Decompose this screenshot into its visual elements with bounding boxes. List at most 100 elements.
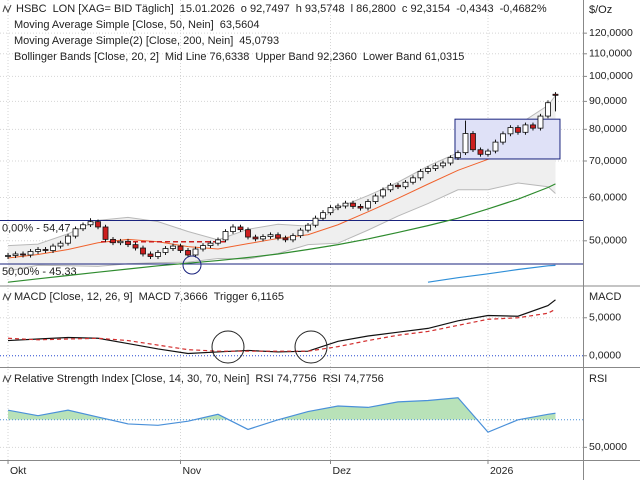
indicator-line <box>7 397 556 433</box>
y-tick-label: 80,0000 <box>589 123 627 135</box>
ohlc-close: c 92,3154 <box>402 3 450 15</box>
candle-body <box>365 201 371 209</box>
candle-body <box>462 133 469 154</box>
date: 15.01.2026 <box>180 3 235 15</box>
candle-body <box>545 102 551 117</box>
candle-body <box>290 235 296 241</box>
candle-body <box>507 127 514 135</box>
indicator-line <box>7 308 556 352</box>
candle-body <box>5 255 11 257</box>
candle-body <box>297 229 304 237</box>
candle-body <box>12 253 19 256</box>
candle-body <box>530 124 536 129</box>
bollinger-lower <box>7 182 556 272</box>
candle-body <box>215 239 221 244</box>
candle-body <box>305 224 311 231</box>
candle-body <box>230 226 236 232</box>
candle-body <box>207 242 214 246</box>
ohlc-open: o 92,7497 <box>241 3 290 15</box>
candle-body <box>282 237 289 241</box>
candle-body <box>387 184 394 191</box>
candle-body <box>350 202 356 207</box>
candle-body <box>327 207 334 214</box>
candle-body <box>132 244 139 249</box>
moving-average-line <box>7 183 556 283</box>
x-tick-label: Dez <box>332 465 351 477</box>
instrument: LON [XAG= BID Täglich] <box>53 3 174 15</box>
candle-body <box>432 165 439 169</box>
candle-body <box>380 189 386 197</box>
candle-body <box>20 253 26 256</box>
candle-body <box>192 248 199 256</box>
y-tick-label: 90,0000 <box>589 95 627 107</box>
legend-value: 45,0793 <box>239 35 279 47</box>
candle-body <box>440 162 446 167</box>
panel-title: Relative Strength Index [Close, 14, 30, … <box>14 373 249 385</box>
x-tick-label: Nov <box>183 465 202 477</box>
axes-layer: 50,0000 60,0000 70,0000 80,0000 90,0000 100,0… <box>7 27 633 477</box>
candle-body <box>140 247 146 255</box>
candle-body <box>245 229 251 238</box>
candle-body <box>27 251 34 256</box>
candle-body <box>110 238 116 244</box>
legend-label: Moving Average Simple [Close, 50, Nein] <box>14 19 214 31</box>
candle-body <box>200 245 206 250</box>
candle-body <box>477 149 484 155</box>
y-tick-label: 50,0000 <box>589 235 627 247</box>
candle-body <box>170 245 176 249</box>
legend-value: MACD 7,3666 <box>139 291 208 303</box>
panel-title: MACD [Close, 12, 26, 9] <box>14 291 133 303</box>
axis-label: RSI <box>589 373 607 385</box>
candle-body <box>320 212 326 219</box>
candle-body <box>117 240 124 244</box>
candle-body <box>417 170 424 179</box>
y-tick-label: 70,0000 <box>589 155 627 167</box>
candle-body <box>447 157 454 164</box>
overbought-fill <box>8 397 556 420</box>
candle-body <box>335 205 341 209</box>
y-tick-label: 5,0000 <box>589 312 621 324</box>
candle-body <box>125 240 131 246</box>
macd-panel <box>0 299 583 357</box>
candle-body <box>185 250 191 256</box>
legend-value: Trigger 6,1165 <box>214 291 284 303</box>
candle-body <box>492 141 499 152</box>
candle-body <box>537 115 544 129</box>
candle-body <box>267 234 274 237</box>
ohlc-high: h 93,5748 <box>296 3 345 15</box>
ohlc-low: l 86,2800 <box>351 3 396 15</box>
candle-body <box>455 152 461 159</box>
legend-value: Mid Line 76,6338 <box>165 51 249 63</box>
candle-body <box>515 127 521 133</box>
legend-label: Moving Average Simple(2) [Close, 200, Ne… <box>14 35 233 47</box>
indicator-icon <box>2 374 12 384</box>
candle-body <box>357 206 364 209</box>
candle-body <box>162 248 169 253</box>
candle-body <box>402 181 409 188</box>
candle-body <box>237 226 244 231</box>
x-tick-label: Okt <box>10 465 26 477</box>
candle-body <box>500 133 506 143</box>
legend-value: RSI 74,7756 <box>323 373 384 385</box>
candle-body <box>222 231 229 241</box>
change-pct: -0,4682% <box>500 3 547 15</box>
candle-body <box>57 242 64 247</box>
candle-body <box>275 234 281 239</box>
indicator-line <box>7 299 556 355</box>
candle-body <box>65 235 71 244</box>
candle-body <box>42 249 49 251</box>
legend-value: 63,5604 <box>220 19 260 31</box>
rsi-panel <box>0 397 583 433</box>
x-tick-label: 2026 <box>490 465 514 477</box>
bollinger-fill <box>8 95 556 272</box>
candle-body <box>312 217 319 226</box>
candle-body <box>470 133 476 151</box>
moving-average-line <box>427 264 556 283</box>
y-tick-label: 100,0000 <box>589 70 633 82</box>
candle-body <box>342 202 349 207</box>
legend-value: Upper Band 92,2360 <box>255 51 357 63</box>
candle-body <box>177 245 184 251</box>
candle-body <box>410 177 416 183</box>
symbol: HSBC <box>16 3 47 15</box>
